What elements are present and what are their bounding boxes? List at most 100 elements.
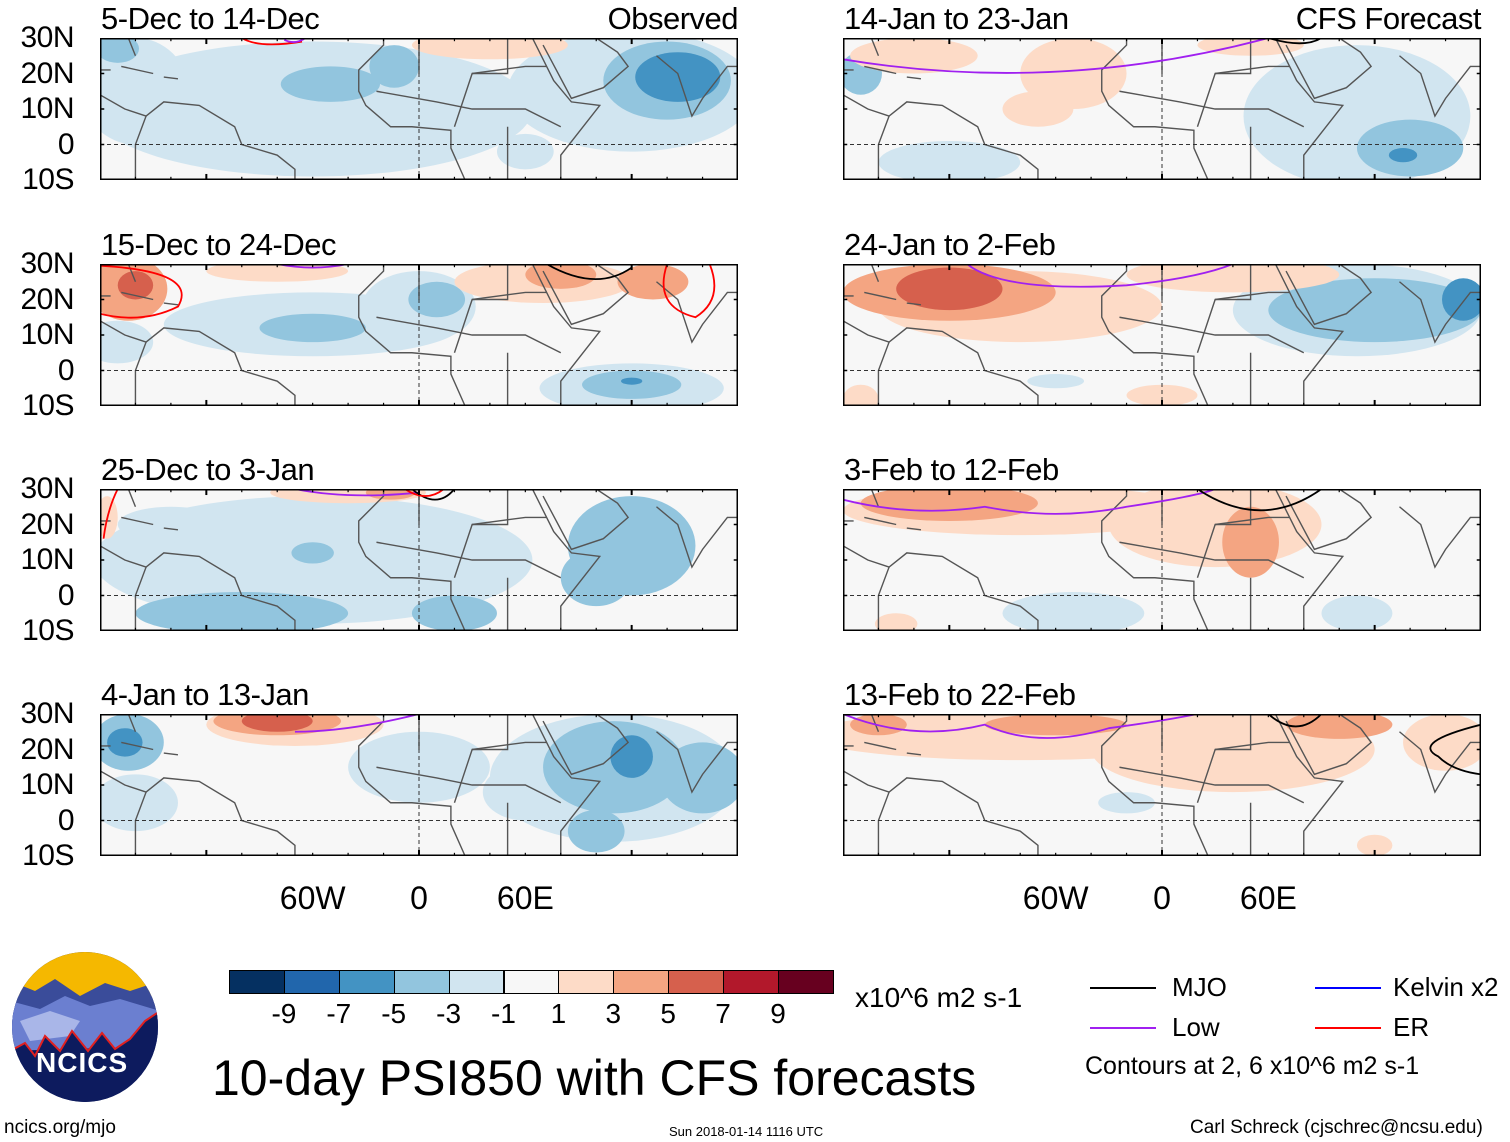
coastline bbox=[1197, 264, 1250, 353]
coastline bbox=[1119, 317, 1303, 353]
contour-line bbox=[843, 714, 1197, 738]
lat-label: 30N bbox=[20, 697, 74, 730]
colorbar-units: x10^6 m2 s-1 bbox=[855, 982, 1023, 1013]
coastline bbox=[454, 714, 507, 803]
map-svg bbox=[843, 489, 1481, 631]
anomaly-shading bbox=[280, 66, 381, 102]
coastline bbox=[146, 553, 295, 631]
panel-title: 24-Jan to 2-Feb bbox=[844, 227, 1056, 262]
lat-label: 30N bbox=[20, 247, 74, 280]
lat-label: 0 bbox=[57, 353, 75, 387]
map-panel bbox=[100, 264, 738, 406]
coastline bbox=[1275, 38, 1342, 180]
anomaly-shading bbox=[621, 377, 643, 385]
legend-label: MJO bbox=[1172, 972, 1227, 1002]
anomaly-shading bbox=[369, 45, 419, 88]
coastline bbox=[121, 742, 153, 749]
coastline bbox=[359, 264, 465, 406]
lat-label: 10S bbox=[22, 163, 74, 196]
legend-label: Kelvin x2 bbox=[1393, 972, 1499, 1002]
anomaly-shading bbox=[560, 549, 632, 607]
coastline bbox=[889, 328, 1038, 406]
colorbar-swatch bbox=[668, 970, 725, 994]
legend-line-er bbox=[1315, 1027, 1381, 1029]
lat-label: 0 bbox=[57, 803, 75, 837]
panel-title: 3-Feb to 12-Feb bbox=[844, 452, 1059, 487]
footer-url: ncics.org/mjo bbox=[4, 1117, 116, 1138]
colorbar-label: 9 bbox=[770, 998, 786, 1029]
coastline bbox=[454, 489, 507, 578]
coastline bbox=[1399, 507, 1481, 567]
coastline bbox=[907, 303, 921, 305]
coastline bbox=[1286, 264, 1371, 324]
anomaly-shading bbox=[1268, 278, 1481, 343]
lon-label: 0 bbox=[410, 880, 428, 916]
coastline bbox=[1275, 489, 1342, 631]
map-svg bbox=[843, 38, 1481, 180]
contour-line bbox=[405, 489, 444, 496]
anomaly-shading bbox=[117, 506, 225, 543]
colorbar-swatch bbox=[448, 970, 505, 994]
coastline bbox=[907, 753, 921, 755]
coastline bbox=[1215, 292, 1289, 299]
legend-line-mjo bbox=[1090, 987, 1156, 989]
coastline bbox=[100, 95, 146, 180]
coastline bbox=[472, 742, 546, 749]
panel-title: 4-Jan to 13-Jan bbox=[101, 677, 309, 712]
coastline bbox=[1102, 714, 1208, 856]
coastline bbox=[656, 56, 738, 116]
anomaly-shading bbox=[348, 731, 490, 803]
coastline bbox=[864, 742, 896, 749]
map-svg bbox=[843, 714, 1481, 856]
coastline bbox=[889, 102, 1038, 180]
coastline bbox=[146, 102, 295, 180]
coastline bbox=[864, 66, 896, 73]
coastline bbox=[864, 292, 896, 299]
contour-line bbox=[100, 266, 182, 318]
coastline bbox=[164, 77, 178, 79]
lat-label: 0 bbox=[57, 578, 75, 612]
footer-timestamp: Sun 2018-01-14 1116 UTC bbox=[669, 1124, 824, 1139]
map-panel bbox=[843, 264, 1481, 406]
panel-subtitle: Observed bbox=[607, 1, 739, 36]
lat-label: 20N bbox=[20, 732, 74, 766]
colorbar-label: 1 bbox=[550, 998, 567, 1029]
lon-label: 60E bbox=[1239, 880, 1297, 916]
coastline bbox=[843, 546, 889, 631]
figure-title: 10-day PSI850 with CFS forecasts bbox=[212, 1050, 977, 1106]
coastline bbox=[128, 264, 135, 282]
coastline bbox=[864, 517, 896, 524]
logo-text: NCICS bbox=[36, 1047, 129, 1078]
coastline bbox=[532, 489, 599, 631]
lat-label: 10S bbox=[22, 389, 74, 422]
coastline bbox=[1102, 264, 1208, 406]
lat-label: 10S bbox=[22, 614, 74, 647]
colorbar-swatch bbox=[229, 970, 285, 994]
colorbar-label: 5 bbox=[660, 998, 676, 1029]
footer-author: Carl Schreck (cjschrec@ncsu.edu) bbox=[1190, 1117, 1483, 1138]
coastline bbox=[1286, 489, 1371, 549]
lat-label: 20N bbox=[20, 56, 74, 90]
colorbar-label: -7 bbox=[326, 998, 352, 1029]
anomaly-shading bbox=[1027, 374, 1085, 389]
coastline bbox=[164, 528, 178, 530]
anomaly-shading bbox=[100, 38, 139, 63]
anomaly-shading bbox=[1356, 834, 1393, 856]
lat-label: 30N bbox=[20, 21, 74, 54]
anomaly-shading bbox=[117, 271, 154, 300]
lon-label: 60W bbox=[279, 880, 346, 916]
anomaly-shading bbox=[241, 714, 313, 732]
contour-line bbox=[547, 264, 632, 279]
colorbar-label: 3 bbox=[605, 998, 622, 1029]
coastline bbox=[128, 714, 135, 732]
coastline bbox=[121, 292, 153, 299]
coastline bbox=[121, 517, 153, 524]
coastline bbox=[1197, 489, 1250, 578]
coastline bbox=[128, 489, 135, 507]
contour-line bbox=[843, 489, 1215, 514]
anomaly-shading bbox=[100, 38, 189, 145]
anomaly-shading bbox=[860, 489, 1038, 521]
anomaly-shading bbox=[100, 41, 533, 177]
coastline bbox=[843, 771, 889, 856]
